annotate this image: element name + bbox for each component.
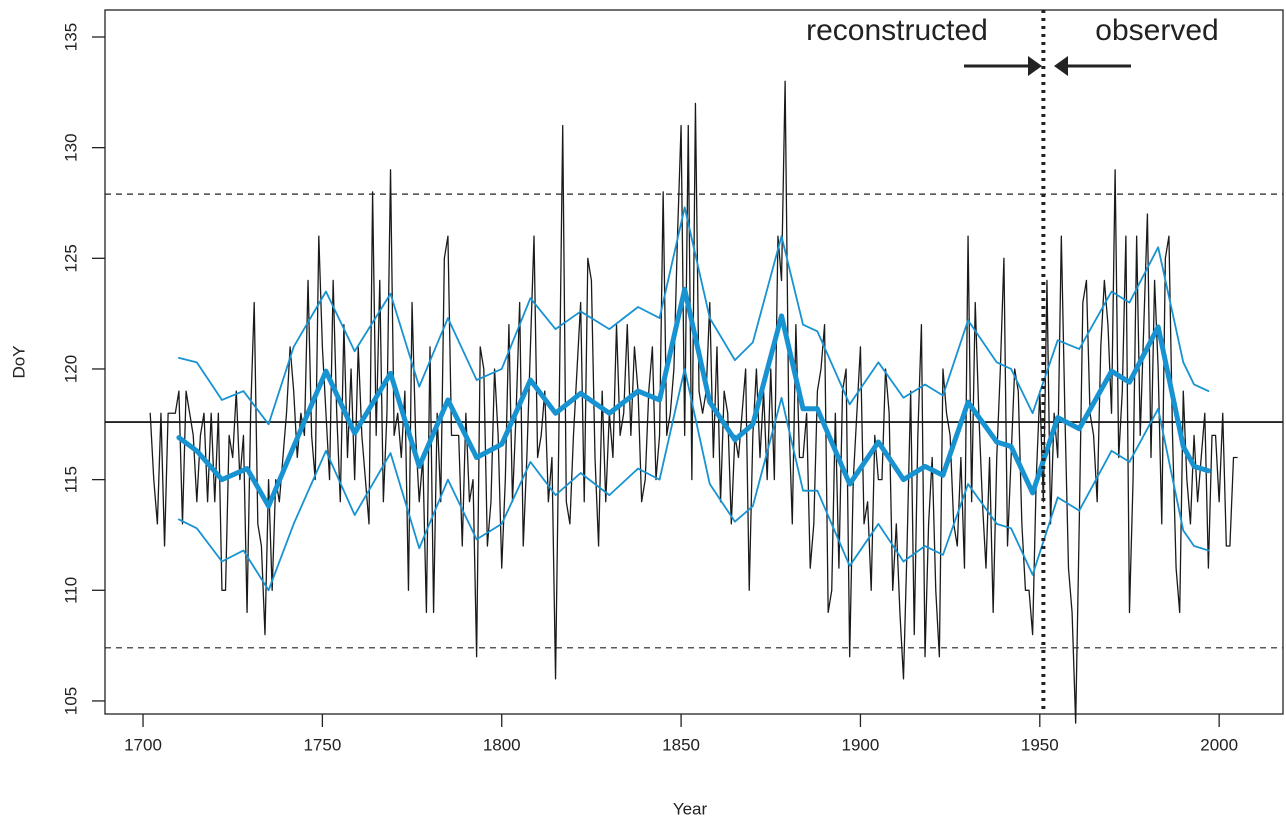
- annotation: reconstructed: [806, 14, 988, 47]
- y-axis-label: DoY: [9, 345, 28, 378]
- x-tick-label: 1900: [842, 735, 880, 754]
- y-tick-label: 115: [61, 466, 80, 493]
- x-tick-label: 1700: [124, 735, 162, 754]
- x-tick-label: 2000: [1200, 735, 1238, 754]
- y-tick-label: 135: [61, 23, 80, 51]
- data-line: [176, 286, 1211, 509]
- x-tick-label: 1950: [1021, 735, 1059, 754]
- y-tick-label: 110: [61, 577, 80, 604]
- y-tick-label: 105: [61, 687, 80, 715]
- y-tick-label: 120: [61, 355, 80, 383]
- x-tick-label: 1850: [662, 735, 700, 754]
- y-tick-label: 125: [61, 244, 80, 272]
- x-tick-label: 1750: [303, 735, 341, 754]
- arrows: [964, 56, 1131, 76]
- plot-frame: [104, 9, 1284, 715]
- y-tick-label: 130: [61, 133, 80, 161]
- annotation: observed: [1095, 14, 1218, 47]
- data-line: [177, 368, 1210, 592]
- data-line: [177, 206, 1210, 426]
- x-tick-label: 1800: [483, 735, 521, 754]
- x-axis-label: Year: [673, 799, 708, 818]
